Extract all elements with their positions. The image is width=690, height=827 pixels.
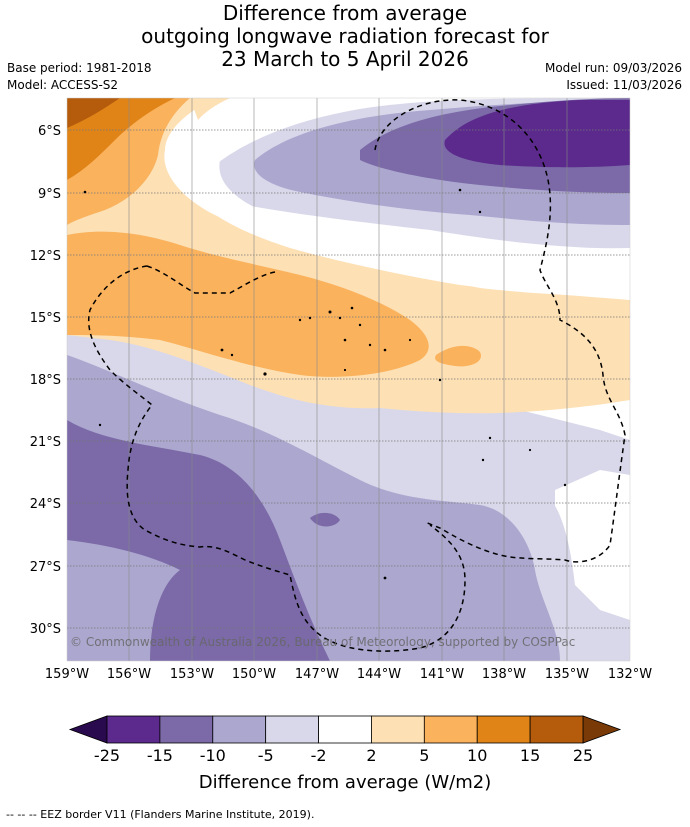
lon-label: 132°W [608,667,652,682]
lat-label: 12°S [30,249,61,264]
meta-right: Model run: 09/03/2026 Issued: 11/03/2026 [545,60,682,94]
colorbar-segment [318,715,372,744]
colorbar-tick-label: -10 [200,746,226,765]
lon-label: 144°W [357,667,401,682]
lat-label: 27°S [30,560,61,575]
model-name: Model: ACCESS-S2 [7,78,119,92]
field-medium-orange-blob [435,345,481,367]
field-dark-purple-south [67,420,330,661]
title-line-1: Difference from average [222,1,468,25]
colorbar-tick-label: -25 [94,746,120,765]
colorbar-segments [106,715,584,744]
lat-label: 15°S [30,311,61,326]
lon-label: 147°W [295,667,339,682]
lon-labels: 159°W 156°W 153°W 150°W 147°W 144°W 141°… [45,667,652,682]
colorbar-tick-label: 2 [366,746,376,765]
grid-lines-vertical [128,98,568,661]
colorbar-tick-label: -2 [311,746,327,765]
eez-cook-islands [88,265,466,652]
meta-left: Base period: 1981-2018 Model: ACCESS-S2 [7,60,152,94]
eez-inner-line [146,265,276,294]
colorbar-segment [159,715,214,744]
colorbar-segment [371,715,425,744]
colorbar-segment [212,715,267,744]
colorbar-segment [423,715,478,744]
map-field [67,98,630,661]
copyright-text: © Commonwealth of Australia 2026, Bureau… [70,635,575,649]
lat-label: 6°S [38,124,61,139]
lat-label: 18°S [30,373,61,388]
lat-label: 21°S [30,435,61,450]
grid-lines [67,129,630,629]
lat-labels: 6°S 9°S 12°S 15°S 18°S 21°S 24°S 27°S 30… [30,124,61,637]
lat-label: 24°S [30,497,61,512]
eez-borders [88,99,626,652]
lon-label: 150°W [232,667,276,682]
footer-note: -- -- -- EEZ border V11 (Flanders Marine… [6,808,315,821]
colorbar-segment [265,715,319,744]
colorbar-tick-label: 10 [467,746,487,765]
issued-date: Issued: 11/03/2026 [566,78,682,92]
field-deep-orange [67,98,120,128]
base-period: Base period: 1981-2018 [7,61,152,75]
lon-label: 159°W [45,667,89,682]
field-deep-purple-north [444,100,630,168]
lon-label: 135°W [545,667,589,682]
islands [83,188,567,580]
title-line-2: outgoing longwave radiation forecast for [141,24,549,48]
field-dark-purple-spot [310,512,340,527]
colorbar-title: Difference from average (W/m2) [199,772,491,793]
eez-french-polynesia [374,99,626,563]
lon-label: 138°W [482,667,526,682]
lon-label: 141°W [420,667,464,682]
colorbar-tick-label: 25 [573,746,593,765]
lat-label: 30°S [30,622,61,637]
field-light-orange-corner [190,98,230,120]
colorbar-ticks: -25 -15 -10 -5 -2 2 5 10 15 25 [94,746,593,765]
field-medium-orange-main [67,231,429,377]
title-line-3: 23 March to 5 April 2026 [221,47,469,71]
field-neutral-tongue [180,103,630,300]
model-run: Model run: 09/03/2026 [544,61,682,75]
colorbar-tick-label: -15 [147,746,173,765]
colorbar-tick-label: 15 [520,746,540,765]
colorbar-over-triangle [582,715,622,744]
colorbar-tick-label: 5 [419,746,429,765]
lat-label: 9°S [38,187,61,202]
colorbar-segment [476,715,531,744]
colorbar: -25 -15 -10 -5 -2 2 5 10 15 25 [68,715,622,765]
field-dark-orange [67,98,175,180]
map-frame [66,97,631,662]
chart-title: Difference from average outgoing longwav… [0,2,690,71]
colorbar-under-triangle [68,715,108,744]
colorbar-segment [529,715,584,744]
colorbar-segment [106,715,161,744]
colorbar-tick-label: -5 [258,746,274,765]
lon-label: 156°W [107,667,151,682]
lon-label: 153°W [170,667,214,682]
